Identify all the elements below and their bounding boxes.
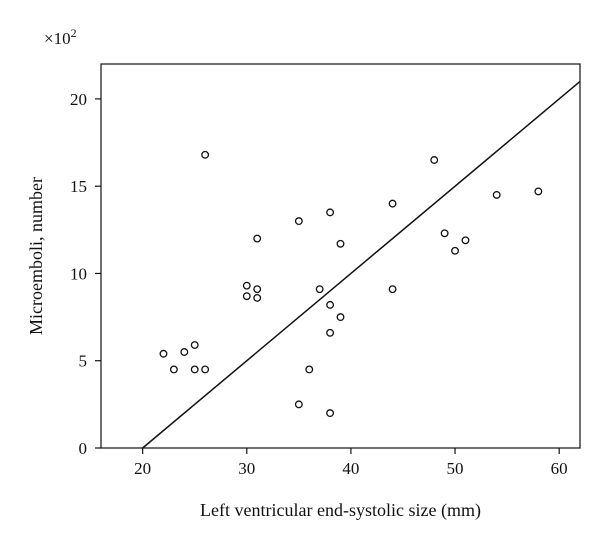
y-tick-label: 15 [70, 177, 87, 196]
y-axis-multiplier: ×102 [44, 26, 77, 48]
x-axis-title: Left ventricular end-systolic size (mm) [200, 500, 481, 521]
y-tick-label: 10 [70, 264, 87, 283]
data-point [326, 409, 335, 418]
y-axis-multiplier-exponent: 2 [71, 26, 77, 40]
data-point [190, 341, 199, 349]
data-point [253, 293, 262, 302]
data-point [451, 246, 459, 255]
y-axis-multiplier-base: ×10 [44, 29, 71, 48]
x-tick-label: 40 [342, 459, 359, 478]
data-point [388, 199, 397, 208]
regression-line [142, 80, 581, 449]
data-point [336, 313, 345, 322]
data-points [159, 150, 543, 418]
data-point [430, 156, 439, 164]
axis-labels: Left ventricular end-systolic size (mm) … [26, 26, 481, 521]
data-point [326, 300, 335, 309]
data-point [440, 229, 449, 238]
data-point [253, 285, 262, 294]
data-point [169, 365, 178, 374]
data-point [534, 187, 543, 196]
data-point [201, 365, 210, 374]
x-tick-label: 50 [447, 459, 464, 478]
data-point [242, 292, 251, 301]
data-point [315, 285, 324, 294]
data-point [492, 190, 501, 199]
data-point [336, 239, 345, 248]
data-point [159, 349, 168, 358]
y-tick-label: 20 [70, 90, 87, 109]
plot-frame [100, 63, 581, 449]
y-tick-label: 5 [79, 352, 88, 371]
data-point [253, 234, 262, 243]
data-point [388, 285, 397, 294]
y-axis-title: Microemboli, number [26, 177, 46, 335]
data-point [201, 150, 210, 159]
data-point [461, 236, 470, 245]
x-tick-label: 30 [238, 459, 255, 478]
x-tick-label: 20 [134, 459, 151, 478]
regression-line-layer [142, 80, 581, 449]
data-point [294, 217, 303, 226]
axes: 20 30 40 50 60 0 5 10 15 20 [70, 63, 581, 478]
data-point [326, 208, 335, 217]
data-point [326, 328, 335, 337]
x-tick-label: 60 [551, 459, 568, 478]
y-tick-label: 0 [79, 439, 88, 458]
data-point [305, 365, 314, 374]
data-point [242, 281, 251, 290]
data-point [294, 400, 303, 409]
data-point [190, 365, 199, 374]
data-point [180, 348, 189, 356]
